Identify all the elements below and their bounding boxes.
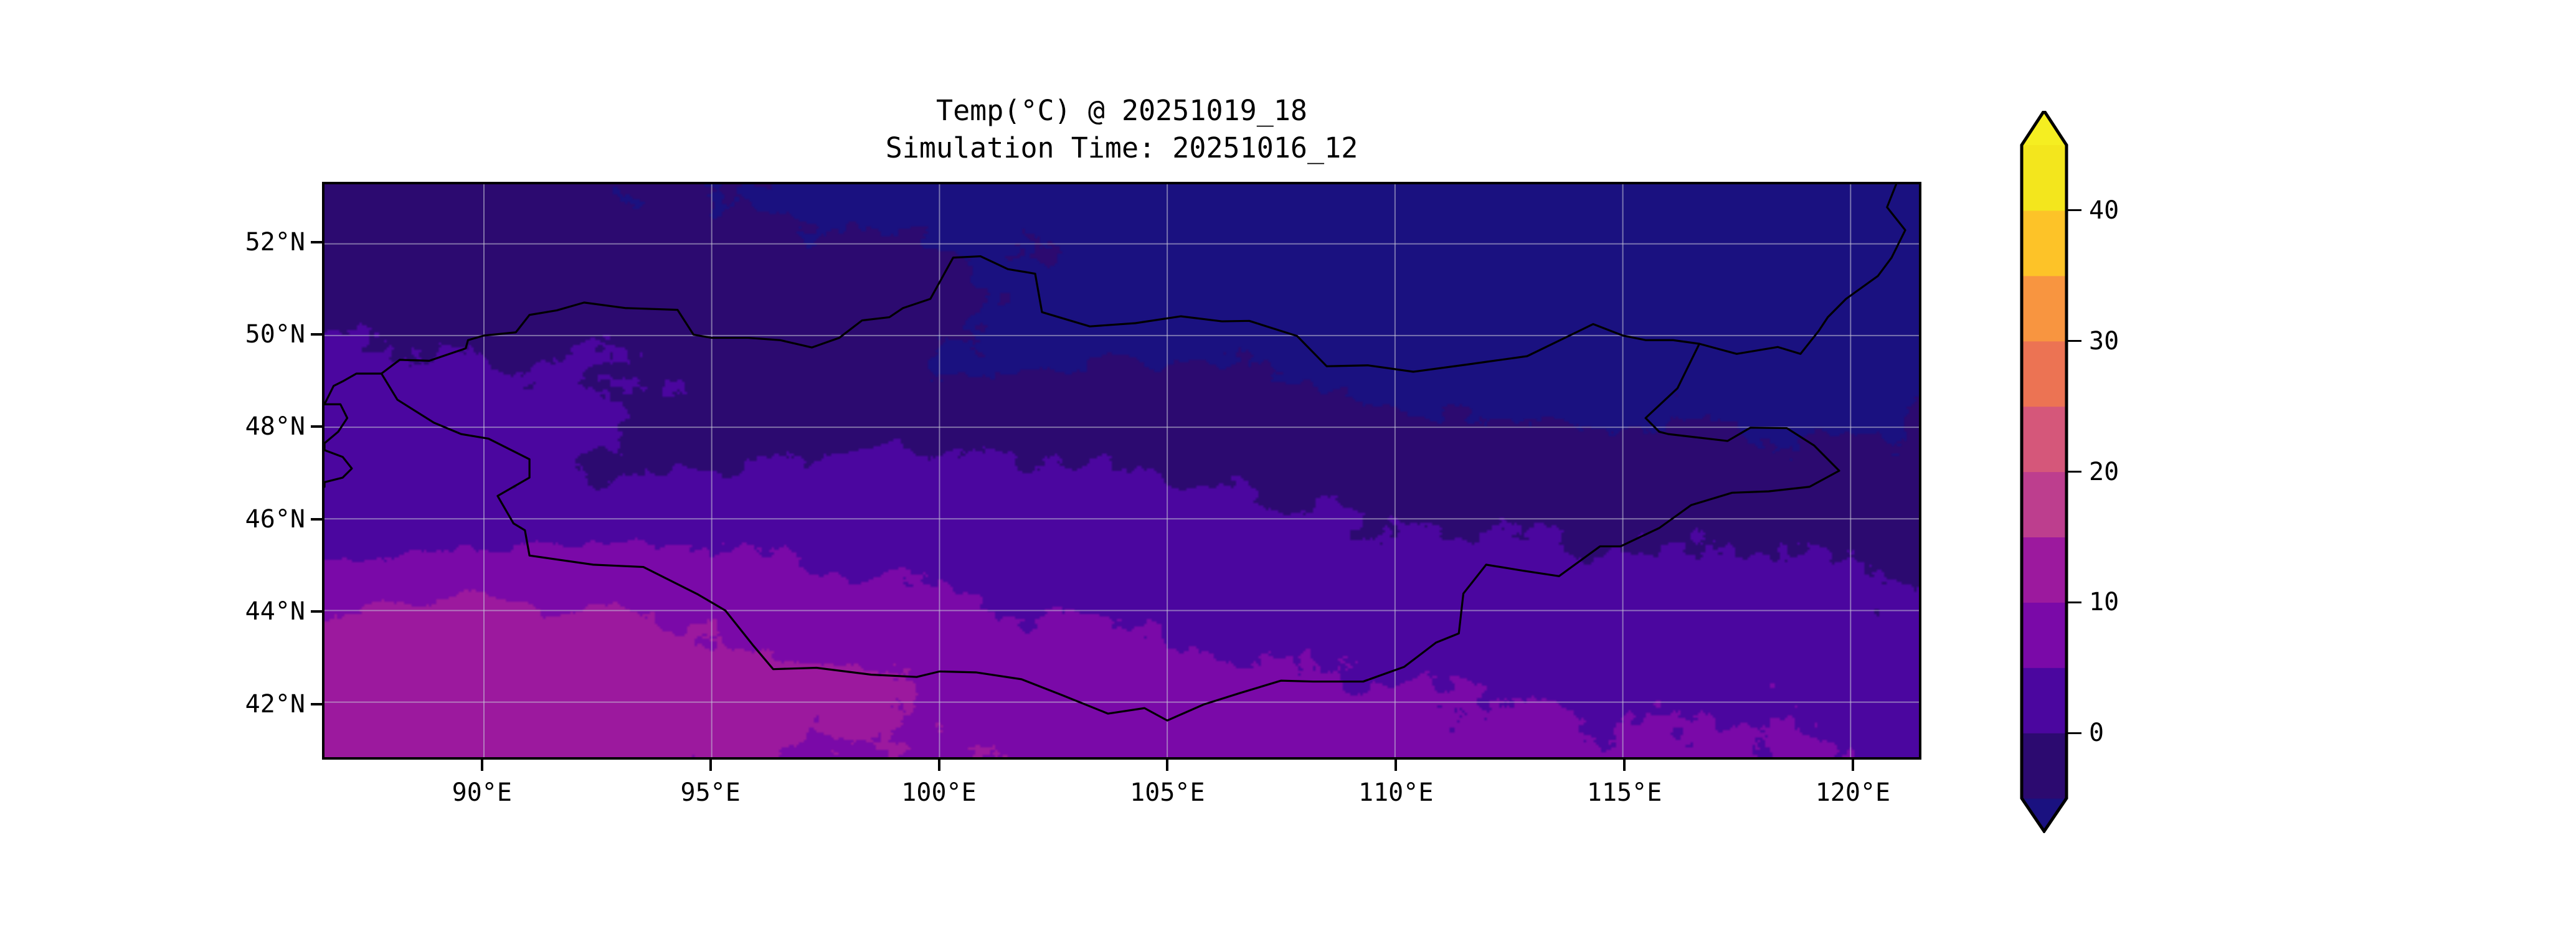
y-tick-mark — [311, 702, 322, 705]
x-tick-mark — [1851, 760, 1854, 771]
colorbar-tick-label: 0 — [2089, 719, 2105, 748]
x-tick-label: 95°E — [680, 778, 741, 807]
y-tick-mark — [311, 240, 322, 243]
colorbar-tick-mark — [2068, 601, 2081, 603]
colorbar-tick-label: 30 — [2089, 326, 2119, 356]
y-tick-mark — [311, 517, 322, 521]
x-tick-mark — [480, 760, 483, 771]
title-line-1: Temp(°C) @ 20251019_18 — [935, 94, 1308, 127]
x-tick-mark — [1623, 760, 1626, 771]
x-tick-label: 120°E — [1815, 778, 1891, 807]
colorbar-tick-mark — [2068, 471, 2081, 473]
y-tick-mark — [311, 333, 322, 336]
x-tick-mark — [709, 760, 712, 771]
x-tick-label: 100°E — [901, 778, 977, 807]
y-tick-label: 50°N — [245, 319, 305, 349]
y-tick-mark — [311, 610, 322, 613]
x-tick-mark — [937, 760, 940, 771]
x-tick-label: 105°E — [1130, 778, 1205, 807]
x-tick-label: 110°E — [1358, 778, 1434, 807]
colorbar-tick-label: 20 — [2089, 457, 2119, 486]
y-tick-label: 42°N — [245, 689, 305, 719]
temperature-field — [324, 184, 1919, 757]
colorbar-tick-mark — [2068, 209, 2081, 212]
y-tick-label: 46°N — [245, 504, 305, 534]
colorbar-swatches — [2020, 111, 2068, 833]
colorbar — [2018, 111, 2093, 833]
chart-title: Temp(°C) @ 20251019_18 Simulation Time: … — [322, 92, 1921, 167]
y-tick-label: 44°N — [245, 597, 305, 626]
title-line-2: Simulation Time: 20251016_12 — [885, 131, 1358, 164]
colorbar-tick-label: 10 — [2089, 588, 2119, 617]
y-tick-label: 52°N — [245, 227, 305, 257]
colorbar-tick-mark — [2068, 732, 2081, 734]
x-tick-label: 90°E — [452, 778, 512, 807]
colorbar-tick-label: 40 — [2089, 196, 2119, 225]
x-tick-label: 115°E — [1586, 778, 1662, 807]
x-tick-mark — [1395, 760, 1398, 771]
map-axes — [322, 182, 1921, 760]
y-tick-label: 48°N — [245, 412, 305, 441]
colorbar-tick-mark — [2068, 340, 2081, 342]
x-tick-mark — [1166, 760, 1169, 771]
y-tick-mark — [311, 425, 322, 428]
